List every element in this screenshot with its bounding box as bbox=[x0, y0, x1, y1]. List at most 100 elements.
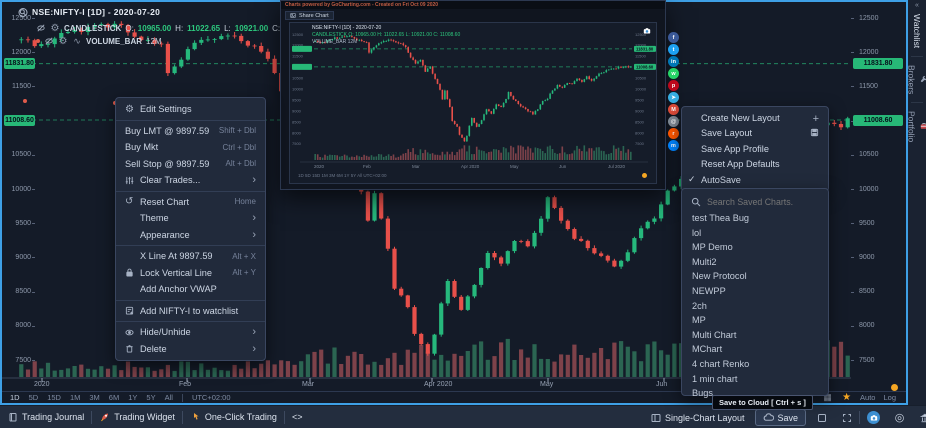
time-tick: Feb bbox=[179, 381, 192, 388]
menu-item-autosave[interactable]: ✓ AutoSave bbox=[682, 172, 828, 188]
-button[interactable]: <> bbox=[285, 406, 310, 428]
range-button-3m[interactable]: 3M bbox=[89, 393, 100, 402]
snapshot-time-tick: Apr 2020 bbox=[461, 164, 480, 169]
range-button-1m[interactable]: 1M bbox=[69, 393, 81, 402]
collapse-sidebar-icon[interactable]: « bbox=[915, 2, 919, 9]
svg-text:12000: 12000 bbox=[292, 43, 304, 48]
saved-chart-4-chart-renko[interactable]: 4 chart Renko bbox=[692, 358, 750, 369]
svg-text:10500: 10500 bbox=[292, 76, 304, 81]
saved-chart-multi-chart[interactable]: Multi Chart bbox=[692, 329, 737, 340]
grid-icon[interactable]: ▦ bbox=[823, 392, 832, 402]
squareo-button[interactable] bbox=[809, 406, 834, 428]
saved-chart-1-min-chart[interactable]: 1 min chart bbox=[692, 373, 738, 384]
email-share-button[interactable]: @ bbox=[668, 116, 679, 127]
saved-chart-new-protocol[interactable]: New Protocol bbox=[692, 271, 747, 282]
snapshot-time-tick: Jun bbox=[559, 164, 567, 169]
saved-chart-multi2[interactable]: Multi2 bbox=[692, 256, 717, 267]
divider bbox=[911, 102, 923, 104]
timezone-button[interactable]: UTC+02:00 bbox=[191, 393, 231, 402]
menu-item-label: Add NIFTY-I to watchlist bbox=[140, 305, 239, 316]
gmail-share-button[interactable]: M bbox=[668, 104, 679, 115]
price-tick: 8000 bbox=[859, 322, 875, 330]
price-tick: 12000 bbox=[859, 48, 879, 56]
menu-item-appearance[interactable]: Appearance › bbox=[116, 227, 265, 244]
saved-charts-panel: test Thea Bug lol MP Demo Multi2 New Protoco… bbox=[681, 188, 829, 398]
tick-mark bbox=[32, 52, 35, 54]
expand-button[interactable] bbox=[834, 406, 859, 428]
menu-item-reset-app-defaults[interactable]: Reset App Defaults bbox=[682, 157, 828, 173]
star-icon[interactable]: ★ bbox=[842, 392, 852, 403]
one-click-trading-button[interactable]: One-Click Trading bbox=[183, 406, 284, 428]
saved-chart-mchart[interactable]: MChart bbox=[692, 344, 723, 355]
menu-item-clear-trades[interactable]: Clear Trades... › bbox=[116, 172, 265, 189]
menu-item-save-app-profile[interactable]: Save App Profile bbox=[682, 141, 828, 157]
linkedin-share-button[interactable]: in bbox=[668, 56, 679, 67]
range-button-1y[interactable]: 1Y bbox=[128, 393, 138, 402]
menu-item-add-nifty-i-to-watchlist[interactable]: Add NIFTY-I to watchlist bbox=[116, 303, 265, 320]
trading-widget-button[interactable]: Trading Widget bbox=[92, 406, 182, 428]
share-chart-tab[interactable]: Share Chart bbox=[285, 11, 334, 20]
saved-chart-lol[interactable]: lol bbox=[692, 227, 702, 238]
search-icon bbox=[691, 197, 701, 207]
menu-item-label: Lock Vertical Line bbox=[140, 267, 213, 278]
messenger-share-button[interactable]: m bbox=[668, 140, 679, 151]
menu-item-buy-mkt[interactable]: Buy Mkt Ctrl + Dbl bbox=[116, 139, 265, 156]
whatsapp-share-button[interactable]: w bbox=[668, 68, 679, 79]
auto-scale-toggle[interactable]: Auto bbox=[860, 393, 876, 402]
twitter-share-button[interactable]: t bbox=[668, 44, 679, 55]
range-button-6m[interactable]: 6M bbox=[108, 393, 120, 402]
target-button[interactable]: ◎ bbox=[887, 406, 912, 428]
single-chart-layout-button[interactable]: Single-Chart Layout bbox=[643, 406, 752, 428]
bank-button[interactable] bbox=[912, 406, 926, 428]
range-button-all[interactable]: All bbox=[164, 393, 173, 402]
snapshot-time-tick: Jul 2020 bbox=[608, 164, 626, 169]
sidebar-tab-watchlist[interactable]: Watchlist bbox=[912, 9, 922, 53]
menu-item-edit-settings[interactable]: ⚙ Edit Settings bbox=[116, 101, 265, 118]
sidebar-tab-brokers[interactable]: Brokers bbox=[907, 60, 926, 99]
menu-item-lock-vertical-line[interactable]: Lock Vertical Line Alt + Y bbox=[116, 265, 265, 282]
saved-chart-mp-demo[interactable]: MP Demo bbox=[692, 242, 733, 253]
saved-chart-bugs[interactable]: Bugs bbox=[692, 388, 713, 399]
menu-item-hide-unhide[interactable]: Hide/Unhide › bbox=[116, 324, 265, 341]
telegram-share-button[interactable]: ➤ bbox=[668, 92, 679, 103]
menu-item-save-layout[interactable]: Save Layout bbox=[682, 126, 828, 142]
trading-journal-button[interactable]: Trading Journal bbox=[0, 406, 91, 428]
saved-chart-newpp[interactable]: NEWPP bbox=[692, 285, 726, 296]
menu-item-theme[interactable]: Theme › bbox=[116, 210, 265, 227]
search-saved-charts-input[interactable] bbox=[707, 197, 817, 207]
save-button[interactable]: Save bbox=[754, 409, 807, 426]
chart-snapshot-preview: 1250012500120001200011500115001100011000… bbox=[289, 22, 657, 184]
gear-icon[interactable]: ⚙ bbox=[50, 22, 60, 34]
tick-mark bbox=[851, 18, 854, 19]
menu-item-sell-stop-9897-59[interactable]: Sell Stop @ 9897.59 Alt + Dbl bbox=[116, 156, 265, 173]
saved-chart-2ch[interactable]: 2ch bbox=[692, 300, 707, 311]
pinterest-share-button[interactable]: p bbox=[668, 80, 679, 91]
sidebar-tab-portfolio[interactable]: Portfolio bbox=[907, 106, 926, 147]
visibility-off-icon[interactable] bbox=[44, 36, 54, 46]
menu-item-add-anchor-vwap[interactable]: Add Anchor VWAP bbox=[116, 281, 265, 298]
range-button-15d[interactable]: 15D bbox=[47, 393, 61, 402]
menu-item-x-line-at-9897-59[interactable]: X Line At 9897.59 Alt + X bbox=[116, 248, 265, 265]
gear-icon[interactable]: ⚙ bbox=[58, 35, 68, 47]
range-button-1d[interactable]: 1D bbox=[10, 393, 20, 402]
range-button-5d[interactable]: 5D bbox=[28, 393, 39, 402]
range-button-5y[interactable]: 5Y bbox=[146, 393, 156, 402]
log-scale-toggle[interactable]: Log bbox=[883, 393, 896, 402]
camera-icon[interactable] bbox=[642, 26, 652, 36]
menu-item-delete[interactable]: Delete › bbox=[116, 341, 265, 358]
svg-text:8500: 8500 bbox=[635, 119, 645, 124]
menu-item-buy-lmt-9897-59[interactable]: Buy LMT @ 9897.59 Shift + Dbl bbox=[116, 123, 265, 140]
saved-chart-test-thea-bug[interactable]: test Thea Bug bbox=[692, 213, 750, 223]
zoom-out-icon[interactable] bbox=[18, 7, 28, 17]
saved-chart-mp[interactable]: MP bbox=[692, 315, 706, 326]
facebook-share-button[interactable]: f bbox=[668, 32, 679, 43]
visibility-off-icon[interactable] bbox=[36, 23, 46, 33]
alert-marker[interactable] bbox=[23, 99, 27, 103]
menu-item-create-new-layout[interactable]: Create New Layout + bbox=[682, 110, 828, 126]
menu-item-reset-chart[interactable]: ↺ Reset Chart Home bbox=[116, 194, 265, 211]
price-tick: 11500 bbox=[12, 82, 31, 90]
camera-button[interactable] bbox=[860, 406, 887, 428]
sliders-icon bbox=[125, 176, 140, 185]
menu-divider bbox=[116, 321, 265, 322]
reddit-share-button[interactable]: r bbox=[668, 128, 679, 139]
